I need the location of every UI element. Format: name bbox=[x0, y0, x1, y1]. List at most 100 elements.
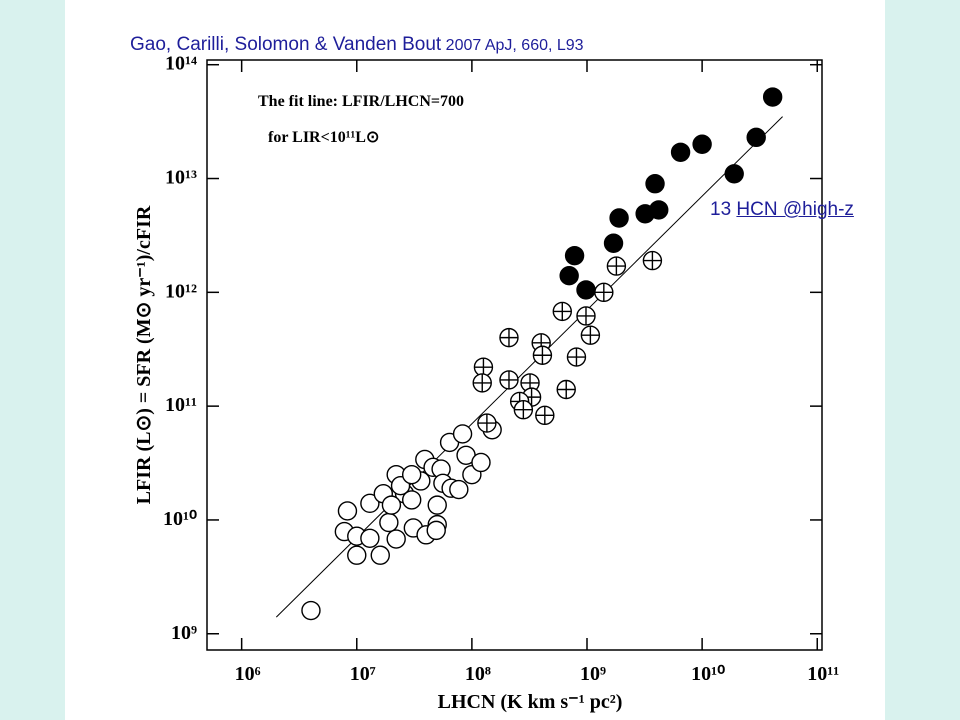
point bbox=[381, 495, 402, 515]
point bbox=[360, 528, 380, 548]
link[interactable]: HCN @high-z bbox=[736, 199, 854, 220]
point bbox=[347, 545, 367, 565]
panel bbox=[65, 0, 885, 720]
point bbox=[576, 306, 596, 326]
x-tick-label: 10¹¹ bbox=[807, 663, 839, 685]
point bbox=[566, 347, 587, 367]
point bbox=[532, 345, 553, 365]
header: Gao, Carilli, Solomon & Vanden Bout 2007… bbox=[130, 34, 584, 56]
x-tick-label: 10⁶ bbox=[235, 663, 261, 685]
point bbox=[513, 400, 534, 420]
point bbox=[360, 493, 380, 514]
x-tick-label: 10¹⁰ bbox=[691, 663, 725, 685]
y-tick-label: 10⁹ bbox=[171, 622, 197, 644]
point bbox=[499, 370, 519, 390]
point bbox=[594, 282, 614, 303]
marker bbox=[360, 528, 380, 548]
point bbox=[535, 405, 555, 426]
point bbox=[386, 529, 406, 549]
plot-frame bbox=[206, 59, 823, 651]
point bbox=[449, 479, 469, 500]
y-axis-label: LFIR (L⊙) = SFR (M⊙ yr⁻¹)/cFIR bbox=[133, 205, 155, 504]
marker bbox=[762, 87, 783, 107]
marker-cross bbox=[474, 358, 493, 377]
marker bbox=[360, 493, 380, 514]
marker-cross bbox=[581, 326, 600, 345]
marker-cross bbox=[473, 373, 492, 392]
point bbox=[642, 250, 663, 271]
marker bbox=[645, 174, 665, 194]
marker-cross bbox=[514, 400, 533, 419]
point bbox=[580, 325, 601, 345]
marker bbox=[746, 127, 766, 148]
point bbox=[603, 233, 624, 253]
point bbox=[556, 379, 576, 400]
y-tick-label: 10¹³ bbox=[165, 167, 197, 189]
point bbox=[427, 495, 447, 515]
marker bbox=[635, 204, 655, 224]
marker bbox=[449, 479, 469, 500]
marker-cross bbox=[576, 306, 595, 325]
authors: Gao, Carilli, Solomon & Vanden Bout bbox=[130, 34, 442, 55]
marker bbox=[576, 280, 596, 300]
slide-number: 13 bbox=[710, 199, 732, 220]
point bbox=[379, 512, 399, 533]
marker bbox=[559, 266, 579, 286]
marker-cross bbox=[553, 302, 572, 321]
x-tick-label: 10⁸ bbox=[465, 663, 491, 685]
point bbox=[645, 174, 665, 194]
x-axis-label: LHCN (K km s⁻¹ pc²) bbox=[438, 691, 623, 713]
marker bbox=[427, 495, 447, 515]
marker-cross bbox=[567, 348, 586, 367]
marker-cross bbox=[594, 283, 613, 302]
point bbox=[724, 164, 744, 184]
slide-footer: 13 HCN @high-z bbox=[710, 199, 854, 221]
point bbox=[576, 280, 596, 300]
point bbox=[301, 600, 321, 621]
marker bbox=[386, 529, 406, 549]
marker-cross bbox=[499, 328, 518, 347]
point bbox=[401, 490, 422, 510]
y-tick-label: 10¹¹ bbox=[165, 394, 197, 416]
marker-cross bbox=[533, 346, 552, 365]
point bbox=[762, 87, 783, 107]
marker bbox=[401, 464, 422, 485]
point bbox=[477, 413, 497, 433]
point bbox=[670, 142, 691, 162]
marker-cross bbox=[499, 370, 518, 389]
marker-cross bbox=[643, 251, 662, 270]
point bbox=[472, 373, 492, 393]
x-tick-label: 10⁹ bbox=[580, 663, 606, 685]
marker bbox=[692, 134, 712, 154]
marker-cross bbox=[557, 380, 576, 399]
point bbox=[452, 424, 473, 444]
point bbox=[559, 266, 579, 286]
marker bbox=[670, 142, 691, 162]
point bbox=[401, 464, 422, 485]
point bbox=[471, 452, 491, 473]
point bbox=[692, 134, 712, 154]
marker-cross bbox=[607, 257, 626, 276]
citation: 2007 ApJ, 660, L93 bbox=[445, 37, 584, 54]
marker bbox=[370, 545, 390, 565]
marker bbox=[603, 233, 624, 253]
point bbox=[635, 204, 655, 224]
marker bbox=[337, 501, 358, 521]
x-tick-label: 10⁷ bbox=[350, 663, 376, 685]
y-tick-label: 10¹⁴ bbox=[165, 53, 197, 75]
marker bbox=[609, 208, 629, 228]
marker bbox=[452, 424, 473, 444]
marker bbox=[379, 512, 399, 533]
y-tick-label: 10¹² bbox=[165, 280, 197, 302]
marker-cross bbox=[535, 406, 554, 425]
point bbox=[564, 245, 585, 266]
marker bbox=[347, 545, 367, 565]
marker bbox=[724, 164, 744, 184]
y-tick-label: 10¹⁰ bbox=[163, 508, 197, 530]
marker-cross bbox=[477, 414, 496, 433]
marker bbox=[381, 495, 402, 515]
marker bbox=[564, 245, 585, 266]
point bbox=[499, 327, 519, 348]
